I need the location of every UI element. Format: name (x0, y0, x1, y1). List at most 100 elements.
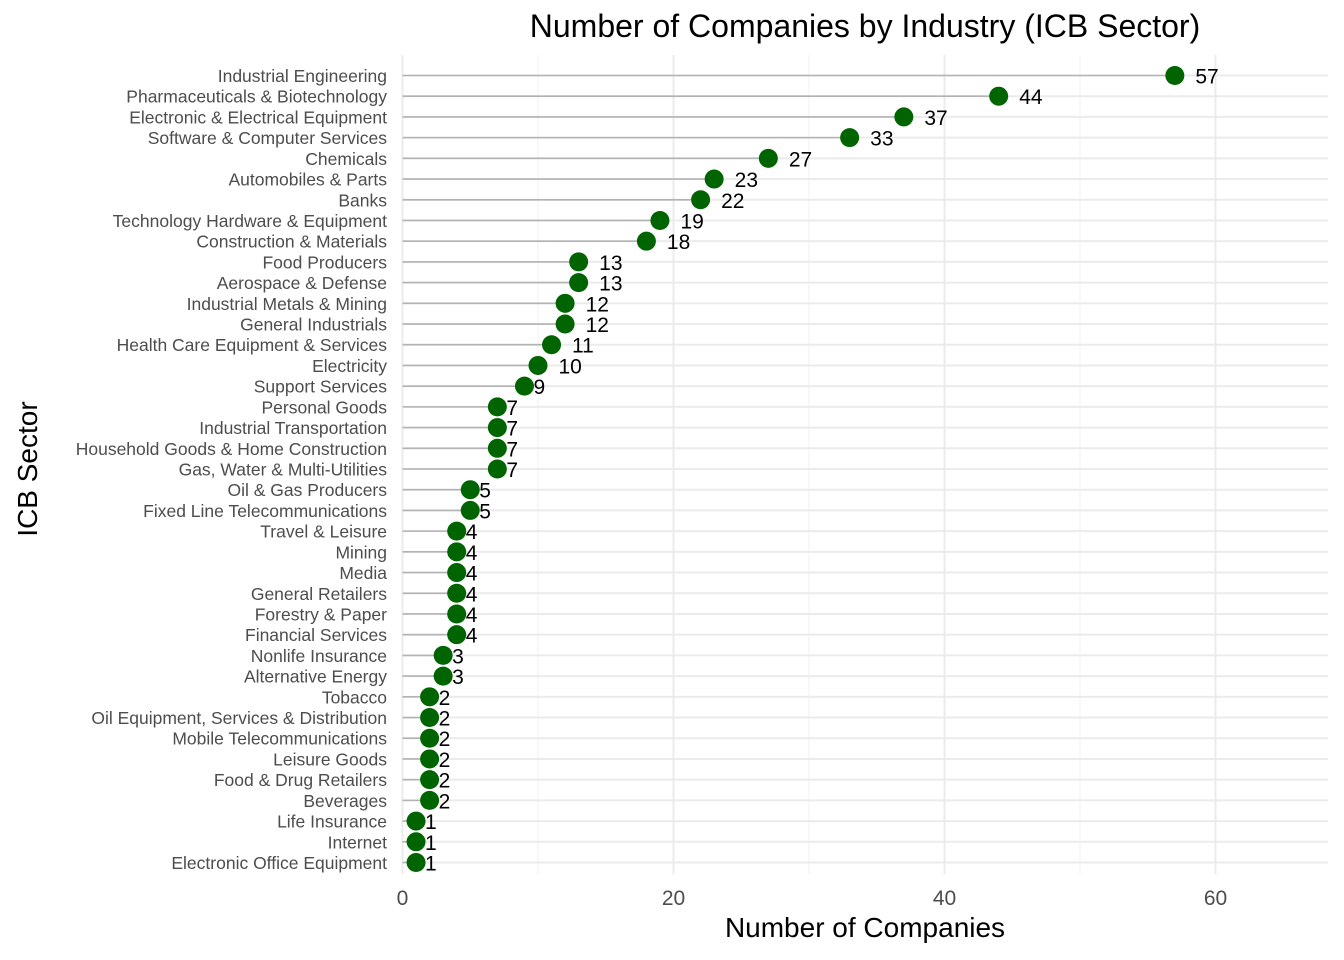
data-point (1165, 66, 1185, 85)
data-label: 10 (559, 355, 582, 378)
y-tick-label: Media (339, 563, 387, 583)
y-tick-label: Electronic & Electrical Equipment (129, 107, 387, 127)
y-tick-label: Chemicals (305, 149, 387, 169)
y-tick-label: Alternative Energy (244, 667, 387, 687)
data-label: 57 (1195, 66, 1218, 89)
y-tick-label: Oil Equipment, Services & Distribution (91, 708, 387, 728)
data-point (420, 770, 440, 790)
y-tick-label: Mobile Telecommunications (172, 729, 387, 749)
data-label: 1 (425, 853, 437, 876)
data-label: 4 (466, 625, 478, 648)
x-tick-label: 0 (397, 887, 409, 910)
y-tick-label: Construction & Materials (196, 232, 387, 252)
data-label: 19 (680, 210, 703, 233)
y-tick-label: Software & Computer Services (148, 128, 388, 148)
data-label: 4 (466, 563, 478, 586)
data-point (569, 273, 589, 293)
y-tick-label: Pharmaceuticals & Biotechnology (126, 87, 387, 107)
data-label: 7 (506, 438, 518, 461)
data-point (406, 832, 426, 852)
y-tick-label: Technology Hardware & Equipment (113, 211, 387, 231)
x-tick-label: 40 (933, 887, 956, 910)
data-label: 1 (425, 832, 437, 855)
data-label: 22 (721, 190, 744, 213)
data-label: 2 (439, 708, 451, 731)
y-tick-label: Industrial Transportation (199, 418, 387, 438)
data-point (555, 314, 575, 334)
y-tick-label: Automobiles & Parts (228, 170, 387, 190)
data-label: 4 (466, 604, 478, 627)
y-tick-label: Forestry & Paper (255, 604, 387, 624)
data-label: 7 (506, 397, 518, 420)
data-point (460, 500, 480, 520)
data-point (758, 148, 778, 168)
data-label: 4 (466, 521, 478, 544)
data-point (555, 293, 575, 313)
data-point (447, 625, 467, 645)
data-point (420, 728, 440, 748)
y-tick-label: Mining (335, 542, 387, 562)
data-label: 27 (789, 148, 812, 171)
data-point (704, 169, 724, 189)
data-label: 37 (924, 107, 947, 130)
data-point (989, 86, 1009, 106)
data-label: 44 (1019, 86, 1043, 109)
data-label: 33 (870, 128, 893, 151)
data-label: 2 (439, 749, 451, 772)
data-label: 13 (599, 252, 622, 275)
data-label: 12 (586, 293, 609, 316)
stems (402, 74, 1175, 864)
y-tick-label: Life Insurance (277, 812, 387, 832)
data-point (447, 521, 467, 541)
y-tick-label: Personal Goods (262, 397, 388, 417)
data-point (447, 604, 467, 624)
x-axis-label: Number of Companies (724, 912, 1006, 943)
data-point (420, 749, 440, 769)
data-label: 2 (439, 790, 451, 813)
y-tick-label: Banks (338, 190, 387, 210)
y-tick-label: Health Care Equipment & Services (117, 335, 388, 355)
y-tick-label: Nonlife Insurance (251, 646, 387, 666)
y-tick-label: Food & Drug Retailers (214, 770, 387, 790)
y-tick-label: Household Goods & Home Construction (76, 439, 387, 459)
y-tick-label: Gas, Water & Multi-Utilities (179, 460, 388, 480)
chart-title: Number of Companies by Industry (ICB Sec… (529, 8, 1201, 44)
data-point (487, 397, 507, 417)
data-label: 12 (586, 314, 609, 337)
y-tick-label: Industrial Engineering (218, 66, 387, 86)
data-label: 3 (452, 645, 464, 668)
data-point (406, 853, 426, 872)
data-label: 3 (452, 666, 464, 689)
y-tick-label: Aerospace & Defense (217, 273, 387, 293)
data-point (487, 459, 507, 479)
data-label: 5 (479, 480, 491, 503)
data-point (542, 335, 562, 355)
data-point (420, 790, 440, 810)
data-point (636, 231, 656, 251)
data-point (433, 666, 453, 686)
x-tick-label: 60 (1204, 887, 1227, 910)
data-label: 13 (599, 273, 622, 296)
data-label: 4 (466, 583, 478, 606)
y-tick-label: Industrial Metals & Mining (187, 294, 387, 314)
data-point (514, 376, 534, 396)
x-tick-label: 20 (662, 887, 685, 910)
points (406, 66, 1185, 872)
data-label: 18 (667, 231, 690, 254)
data-point (650, 210, 670, 230)
y-tick-label: Leisure Goods (273, 749, 387, 769)
y-tick-label: Beverages (303, 791, 387, 811)
data-label: 2 (439, 687, 451, 710)
grid (401, 55, 1328, 874)
data-label: 5 (479, 500, 491, 523)
data-point (433, 645, 453, 665)
y-tick-label: Oil & Gas Producers (228, 480, 388, 500)
data-label: 9 (533, 376, 545, 399)
data-point (447, 542, 467, 562)
data-label: 7 (506, 459, 518, 482)
y-tick-label: General Industrials (240, 315, 387, 335)
y-tick-label: Food Producers (262, 252, 387, 272)
data-label: 23 (735, 169, 758, 192)
